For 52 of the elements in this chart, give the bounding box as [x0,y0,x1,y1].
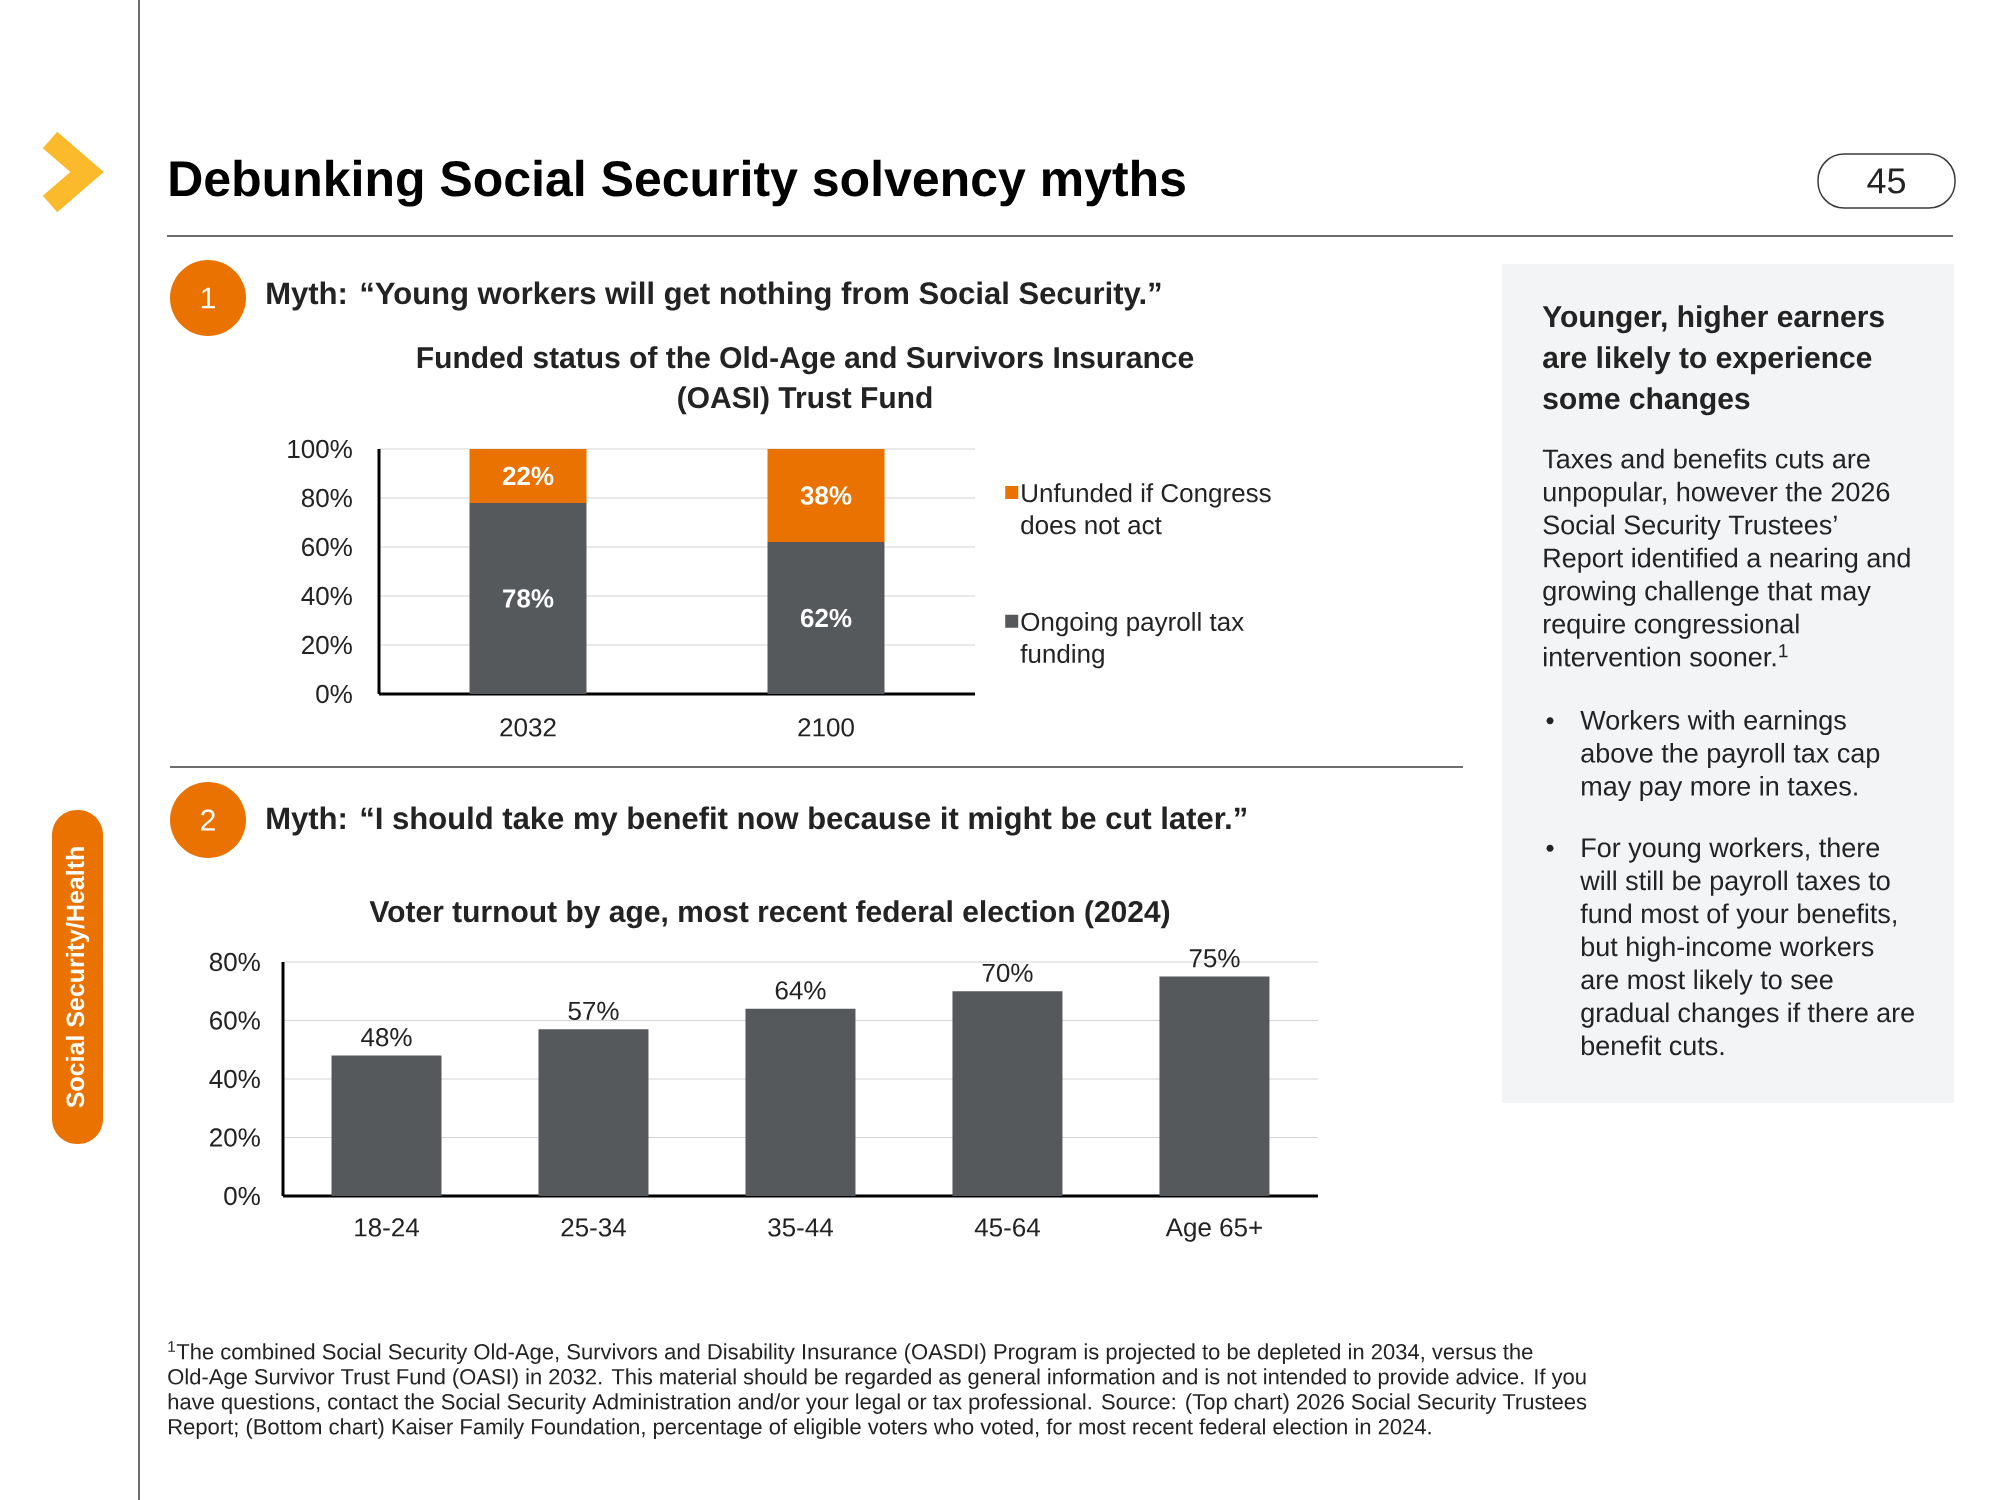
x-tick-label: 45-64 [974,1218,1040,1237]
x-tick-label: Age 65+ [1165,1218,1262,1242]
y-tick-label: 40% [301,586,352,606]
data-label: 64% [775,981,826,1000]
bar [469,502,587,694]
text: Taxes and benefits cuts are unpopular, however the 2026 Social Security Trustees’ Report identified a nearing and growing challenge that may require congressional intervention sooner.$^{1}$ [1542,448,1910,667]
y-tick-label: 20% [302,635,352,655]
text: Social Security/Health [65,847,90,1108]
y-tick-label: 0% [224,1186,260,1206]
bar [767,448,885,543]
y-tick-label: 20% [210,1128,260,1147]
legend-label: Unfunded if Congress does not act [1021,483,1271,535]
text: Younger, higher earners are likely to experience some changes [1542,305,1884,416]
data-label: 57% [568,1001,619,1021]
x-tick-label: 2100 [798,718,854,737]
text: Debunking Social Security solvency myths [170,159,1185,207]
y-tick-label: 60% [302,537,352,557]
data-label: 48% [361,1027,412,1047]
y-tick-label: 0% [316,684,352,704]
text: 2 [201,809,215,831]
legend-label: Ongoing payroll tax funding [1020,612,1244,669]
chart-title: Funded status of the Old-Age and Survivors Insurance (OASI) Trust Fund [417,346,1194,415]
y-tick-label: 80% [301,488,352,508]
data-label: 62% [800,608,852,628]
y-tick-label: 80% [209,952,260,972]
y-tick-label: 60% [210,1011,260,1030]
bar [1159,976,1270,1196]
data-label: 38% [800,486,852,505]
x-tick-label: 25-34 [561,1218,626,1237]
text: For young workers, there will still be payroll taxes to fund most of your benefits, but high-income workers are most likely to see gradual changes if there are benefit cuts. [1580,837,1914,1056]
y-tick-label: 100% [288,439,352,459]
chart-title: Voter turnout by age, most recent federal election (2024) [369,900,1170,929]
data-label: 70% [982,963,1033,983]
text: 1 [201,287,215,309]
bar [745,1008,856,1196]
x-tick-label: 2032 [500,718,556,737]
bar [767,542,885,694]
text: Myth: “I should take my benefit now because it might be cut later.” [267,806,1246,836]
bar [331,1055,442,1196]
x-tick-label: 18-24 [355,1218,419,1237]
x-tick-label: 35-44 [768,1218,833,1237]
text: Workers with earnings above the payroll tax cap may pay more in taxes. [1580,709,1880,802]
bar [538,1029,649,1196]
y-tick-label: 40% [209,1069,260,1089]
text: Myth: “Young workers will get nothing from Social Security.” [267,281,1161,311]
data-label: 78% [503,589,554,608]
text: 45 [1867,168,1906,194]
bar [469,448,587,503]
data-label: 22% [502,466,554,486]
text: $^{1}$The combined Social Security Old-Age, Survivors and Disability Insurance (OASDI) Program is projected to be depleted in 2034, versus the Old-Age Survivor Trust Fund (OASI) in 2032. This material should be regarded as general information and is not intended to provide advice. If you have questions, contact the Social Security Administration and/or your legal or tax professional. Source: (Top chart) 2026 Social Security Trustees Report; (Bottom chart) Kaiser Family Foundation, percentage of eligible voters who voted, for most recent federal election in 2024. [168,1341,1587,1439]
data-label: 75% [1189,949,1240,968]
bar [952,991,1063,1196]
